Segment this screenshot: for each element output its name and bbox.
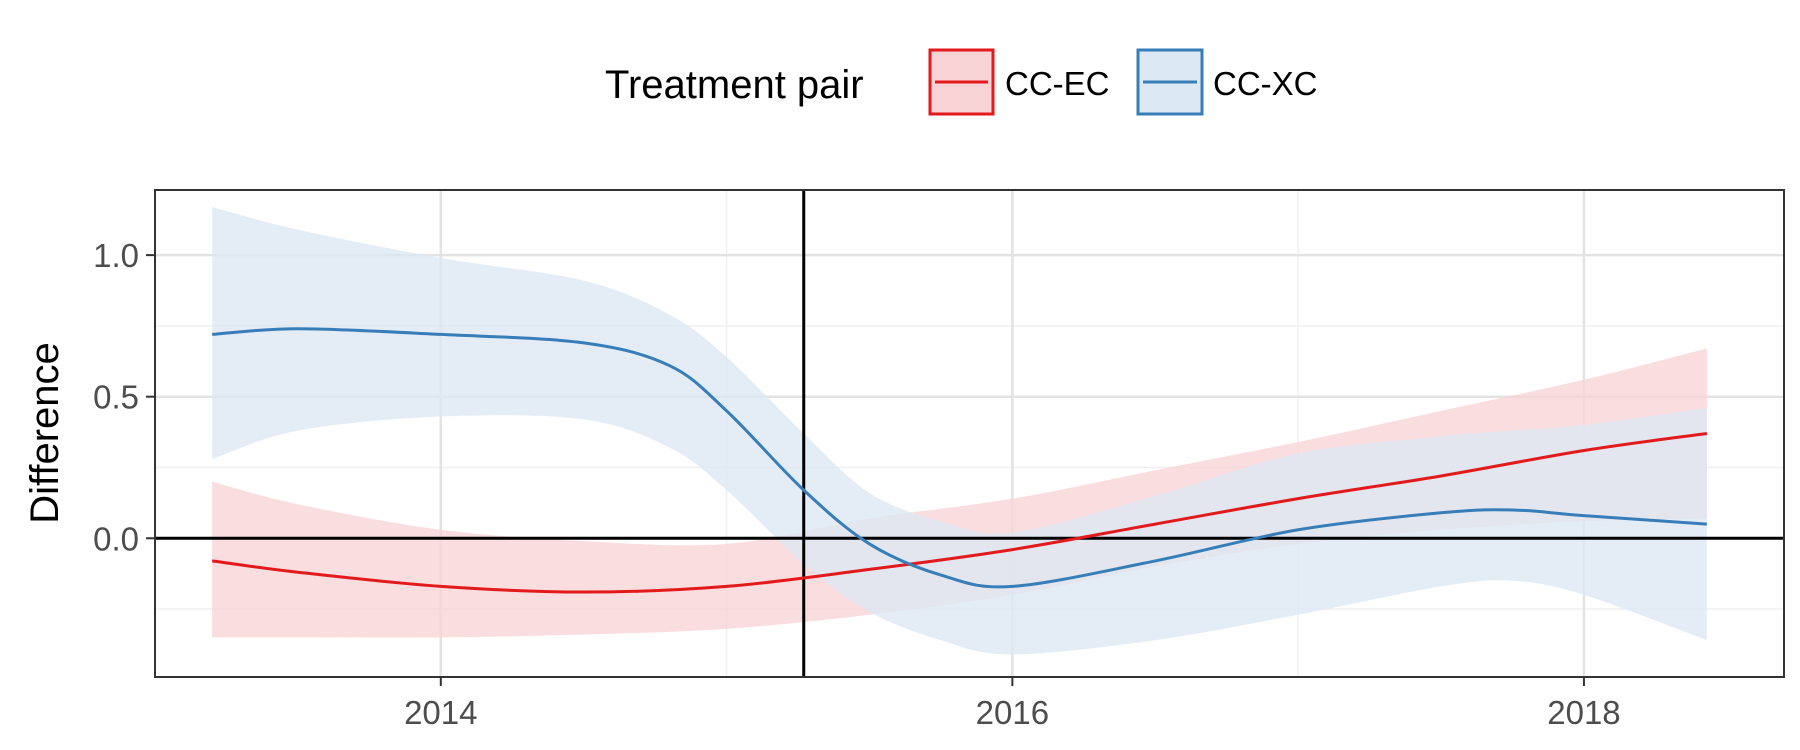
legend: Treatment pair CC-EC CC-XC	[605, 48, 1318, 116]
legend-item-cc-xc: CC-XC	[1136, 48, 1318, 116]
series-line-cc-ec	[211, 432, 1708, 594]
y-axis-title: Difference	[23, 342, 67, 524]
y-axis: 0.0 0.5 1.0	[93, 237, 155, 557]
x-tick-label: 2016	[976, 694, 1049, 731]
series-line-cc-xc	[212, 327, 1707, 589]
y-tick-label: 0.5	[93, 379, 139, 416]
legend-item-cc-ec: CC-EC	[928, 48, 1110, 116]
x-tick-label: 2014	[404, 694, 477, 731]
x-tick-label: 2018	[1547, 694, 1620, 731]
legend-label-cc-ec: CC-EC	[1005, 65, 1110, 102]
confidence-band-cc-xc	[212, 206, 1707, 655]
x-axis: 2014 2016 2018	[404, 677, 1621, 731]
series-lines	[211, 327, 1708, 594]
y-tick-label: 0.0	[93, 520, 139, 557]
y-tick-label: 1.0	[93, 237, 139, 274]
legend-label-cc-xc: CC-XC	[1213, 65, 1318, 102]
plot-border	[154, 189, 1785, 678]
confidence-band-cc-ec	[212, 348, 1707, 638]
reference-lines	[155, 190, 1784, 677]
confidence-bands	[212, 206, 1707, 655]
legend-title: Treatment pair	[605, 63, 864, 107]
